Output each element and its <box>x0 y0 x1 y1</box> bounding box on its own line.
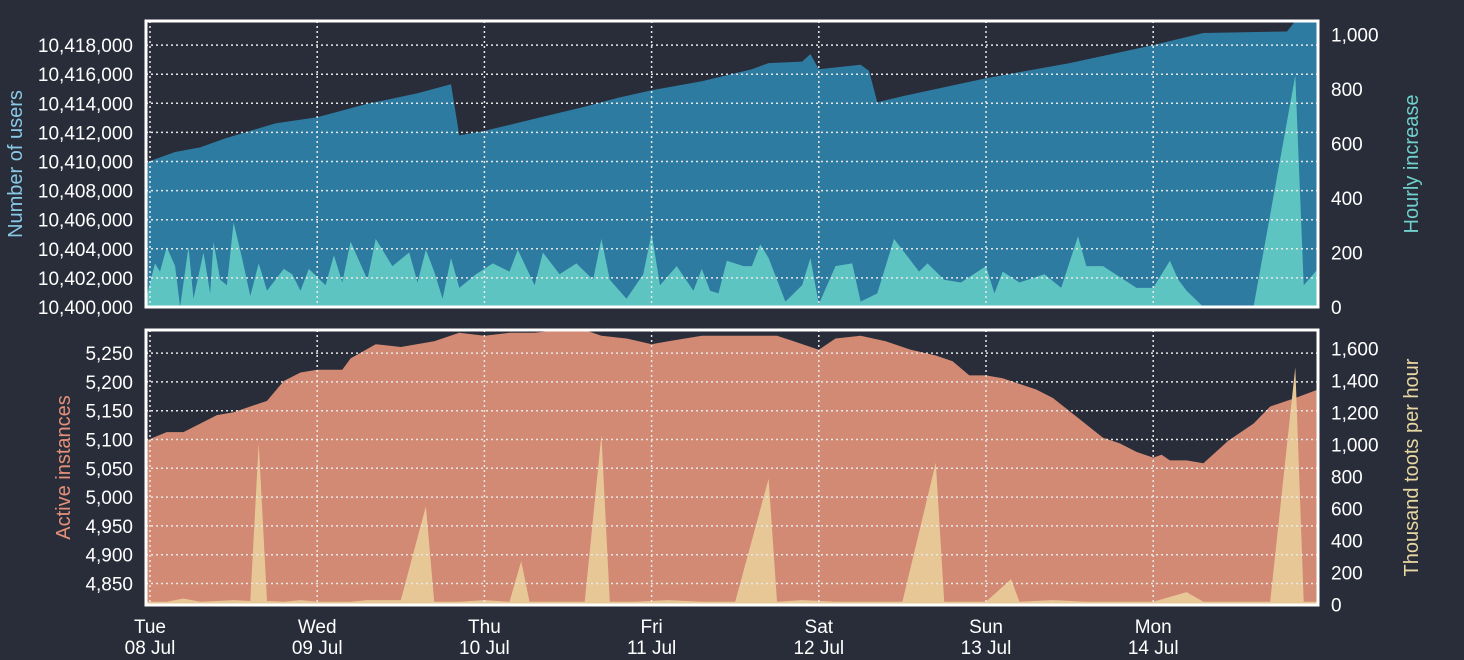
x-tick-day-label: Fri <box>641 617 663 638</box>
bot-left-tick-label: 4,850 <box>85 575 133 596</box>
bot-left-tick-label: 5,050 <box>85 459 133 480</box>
x-tick-date-label: 14 Jul <box>1128 638 1179 659</box>
instances-grid <box>146 330 1318 605</box>
top-left-tick-label: 10,402,000 <box>38 269 133 290</box>
x-tick-date-label: 13 Jul <box>961 638 1012 659</box>
top-right-tick-label: 200 <box>1331 244 1363 265</box>
bot-left-tick-label: 4,900 <box>85 546 133 567</box>
bot-left-tick-label: 4,950 <box>85 517 133 538</box>
top-right-tick-label: 800 <box>1331 80 1363 101</box>
instances-left-axis: 4,850 4,900 4,950 5,000 5,050 5,100 5,150 5,200… <box>85 344 133 595</box>
top-left-tick-label: 10,418,000 <box>38 36 133 57</box>
instances-right-axis: 0 200 400 600 800 1,000 1,200 1,400 1,600 <box>1331 340 1379 617</box>
instances-right-axis-title: Thousand toots per hour <box>1401 358 1423 576</box>
x-tick-day-label: Wed <box>298 617 337 638</box>
bot-left-tick-label: 5,150 <box>85 402 133 423</box>
bot-right-tick-label: 400 <box>1331 532 1363 553</box>
top-left-tick-label: 10,416,000 <box>38 65 133 86</box>
bot-left-tick-label: 5,000 <box>85 488 133 509</box>
top-left-tick-label: 10,414,000 <box>38 94 133 115</box>
x-tick-day-label: Tue <box>134 617 166 638</box>
bot-right-tick-label: 600 <box>1331 500 1363 521</box>
bot-right-tick-label: 200 <box>1331 564 1363 585</box>
x-tick-date-label: 08 Jul <box>125 638 176 659</box>
users-right-axis: 0 200 400 600 800 1,000 <box>1331 26 1379 320</box>
users-panel: 10,400,000 10,402,000 10,404,000 10,406,000… <box>5 19 1423 320</box>
users-left-axis-title: Number of users <box>5 90 27 238</box>
top-left-tick-label: 10,406,000 <box>38 211 133 232</box>
instances-left-axis-title: Active instances <box>53 395 75 540</box>
bot-left-tick-label: 5,200 <box>85 373 133 394</box>
top-right-tick-label: 0 <box>1331 298 1342 319</box>
bot-right-tick-label: 1,400 <box>1331 372 1379 393</box>
top-left-tick-label: 10,400,000 <box>38 298 133 319</box>
users-left-axis: 10,400,000 10,402,000 10,404,000 10,406,000… <box>38 36 133 319</box>
x-tick-day-label: Mon <box>1135 617 1172 638</box>
top-series-2-area <box>146 75 1318 307</box>
bot-right-tick-label: 1,000 <box>1331 436 1379 457</box>
x-tick-day-label: Thu <box>468 617 501 638</box>
instances-plot-area <box>146 330 1318 605</box>
bot-left-tick-label: 5,100 <box>85 431 133 452</box>
bot-right-tick-label: 800 <box>1331 468 1363 489</box>
instances-panel: 4,850 4,900 4,950 5,000 5,050 5,100 5,150 5,200… <box>53 328 1423 617</box>
top-right-tick-label: 600 <box>1331 135 1363 156</box>
top-right-tick-label: 400 <box>1331 189 1363 210</box>
x-tick-date-label: 10 Jul <box>459 638 510 659</box>
x-tick-date-label: 09 Jul <box>292 638 343 659</box>
top-right-tick-label: 1,000 <box>1331 26 1379 47</box>
x-tick-day-label: Sat <box>805 617 834 638</box>
bot-right-tick-label: 1,600 <box>1331 340 1379 361</box>
top-left-tick-label: 10,412,000 <box>38 123 133 144</box>
x-tick-day-label: Sun <box>969 617 1003 638</box>
top-series-1-area <box>146 21 1318 307</box>
instances-plot-frame <box>144 328 1320 607</box>
bot-right-tick-label: 0 <box>1331 596 1342 617</box>
x-tick-date-label: 11 Jul <box>627 638 676 659</box>
x-tick-date-label: 12 Jul <box>793 638 844 659</box>
bot-right-tick-label: 1,200 <box>1331 404 1379 425</box>
top-left-tick-label: 10,410,000 <box>38 153 133 174</box>
top-left-tick-label: 10,404,000 <box>38 240 133 261</box>
bot-left-tick-label: 5,250 <box>85 344 133 365</box>
bot-series-1-area <box>146 330 1318 605</box>
users-right-axis-title: Hourly increase <box>1401 95 1423 234</box>
users-plot-frame <box>144 19 1320 309</box>
users-plot-area <box>146 21 1318 307</box>
bot-series-2-area <box>146 367 1318 605</box>
top-left-tick-label: 10,408,000 <box>38 182 133 203</box>
